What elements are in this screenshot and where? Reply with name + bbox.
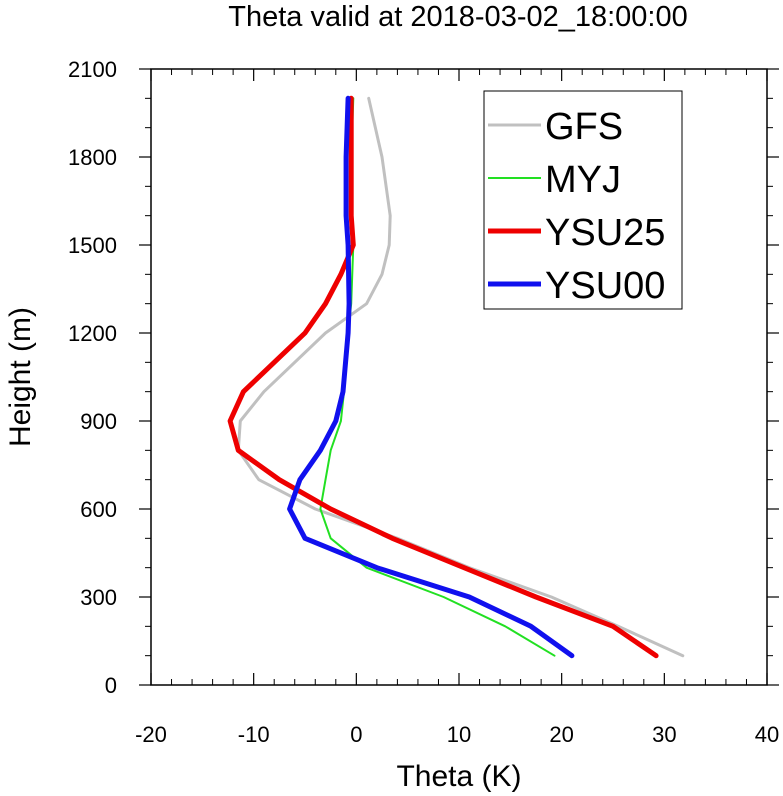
y-tick-label: 1800 bbox=[68, 145, 117, 170]
y-tick-label: 0 bbox=[105, 673, 117, 698]
axis-ticks: -20 -10 0 10 20 30 40 0 300 600 900 1200 1500 1800 210… bbox=[68, 57, 779, 747]
series-line-ysu00 bbox=[287, 95, 575, 659]
legend-box bbox=[483, 90, 683, 310]
y-tick-label: 2100 bbox=[68, 57, 117, 82]
x-tick-label: 20 bbox=[549, 722, 573, 747]
y-tick-label: 900 bbox=[80, 409, 117, 434]
x-tick-label: 40 bbox=[755, 722, 779, 747]
chart-title: Theta valid at 2018-03-02_18:00:00 bbox=[228, 1, 688, 33]
legend-label-gfs: GFS bbox=[545, 106, 623, 148]
legend-label-ysu25: YSU25 bbox=[545, 212, 665, 254]
y-tick-label: 1500 bbox=[68, 233, 117, 258]
y-tick-label: 600 bbox=[80, 497, 117, 522]
x-tick-label: 0 bbox=[350, 722, 362, 747]
legend: GFS MYJ YSU25 YSU00 bbox=[483, 90, 683, 310]
legend-label-myj: MYJ bbox=[545, 159, 621, 201]
x-tick-label: 30 bbox=[652, 722, 676, 747]
x-axis-label: Theta (K) bbox=[396, 760, 521, 793]
plot-area bbox=[227, 95, 685, 659]
legend-label-ysu00: YSU00 bbox=[545, 265, 665, 307]
x-tick-label: -20 bbox=[135, 722, 167, 747]
y-tick-label: 300 bbox=[80, 585, 117, 610]
y-tick-label: 1200 bbox=[68, 321, 117, 346]
x-tick-label: 10 bbox=[447, 722, 471, 747]
series-line-gfs bbox=[236, 96, 685, 658]
x-tick-label: -10 bbox=[238, 722, 270, 747]
y-axis-label: Height (m) bbox=[4, 307, 37, 447]
